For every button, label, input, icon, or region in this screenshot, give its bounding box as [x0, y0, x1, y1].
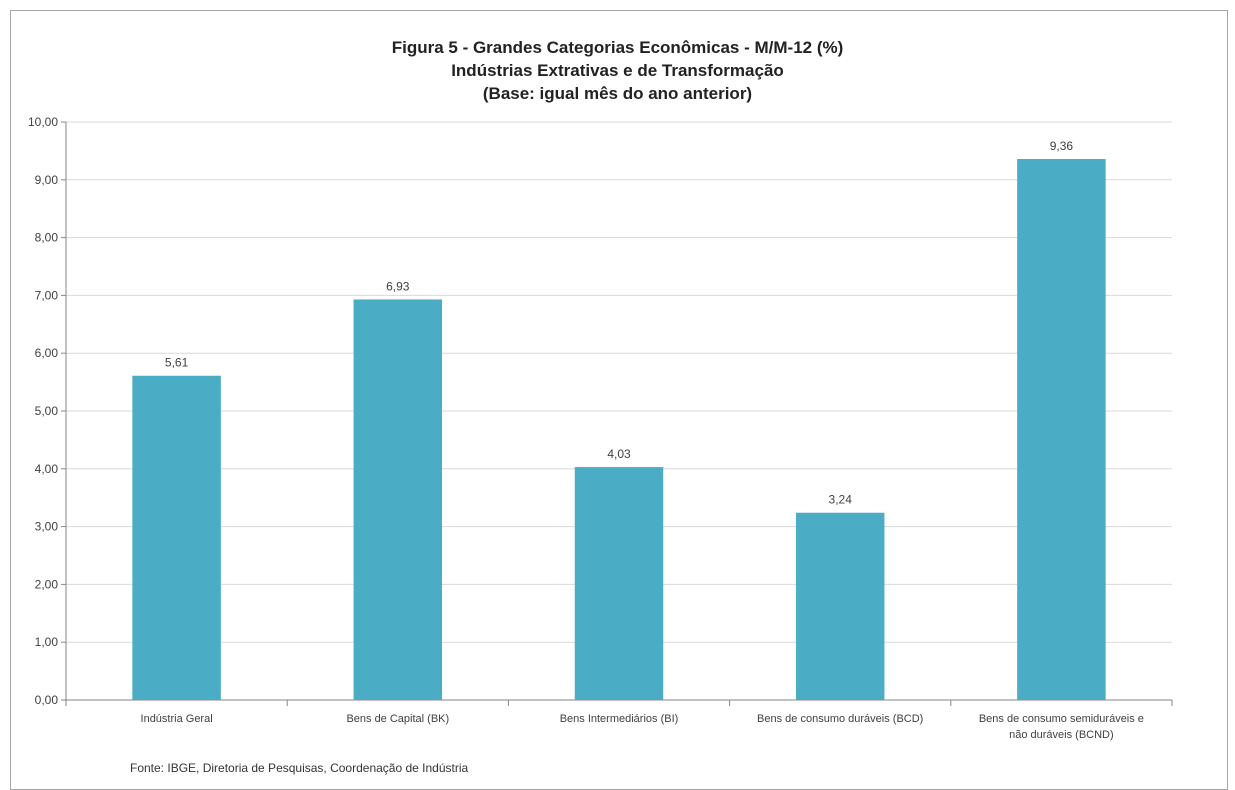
x-category-label: Bens de Capital (BK): [346, 713, 449, 725]
y-tick-label: 1,00: [35, 635, 59, 649]
y-tick-label: 2,00: [35, 577, 59, 591]
x-category-label: Indústria Geral: [141, 713, 213, 725]
bar-value-label: 6,93: [386, 279, 410, 293]
bar-value-label: 9,36: [1050, 139, 1074, 153]
y-tick-label: 9,00: [35, 173, 59, 187]
x-category-label: Bens de consumo semiduráveis e: [979, 713, 1144, 725]
y-tick-label: 5,00: [35, 404, 59, 418]
x-category-label: Bens Intermediários (BI): [560, 713, 679, 725]
bar: [574, 467, 664, 700]
y-tick-label: 0,00: [35, 693, 59, 707]
bar: [1017, 158, 1106, 700]
chart-subtitle-2: (Base: igual mês do ano anterior): [482, 84, 753, 103]
bar-value-label: 4,03: [607, 447, 631, 461]
y-tick-label: 4,00: [35, 462, 59, 476]
y-tick-label: 7,00: [35, 288, 59, 302]
x-category-label: não duráveis (BCND): [1009, 729, 1114, 741]
chart-title: Figura 5 - Grandes Categorias Econômicas…: [391, 38, 844, 57]
bar: [795, 512, 885, 700]
x-category-label: Bens de consumo duráveis (BCD): [757, 713, 923, 725]
y-tick-label: 3,00: [35, 520, 59, 534]
y-tick-label: 10,00: [28, 115, 58, 129]
chart-subtitle-1: Indústrias Extrativas e de Transformação: [451, 61, 784, 80]
bar-value-label: 5,61: [165, 356, 189, 370]
bar: [132, 375, 221, 700]
bar: [353, 299, 443, 700]
y-tick-label: 8,00: [35, 231, 59, 245]
chart-title-block: Figura 5 - Grandes Categorias Econômicas…: [0, 36, 1235, 105]
source-note: Fonte: IBGE, Diretoria de Pesquisas, Coo…: [130, 761, 469, 775]
bar-value-label: 3,24: [829, 493, 853, 507]
y-tick-label: 6,00: [35, 346, 59, 360]
